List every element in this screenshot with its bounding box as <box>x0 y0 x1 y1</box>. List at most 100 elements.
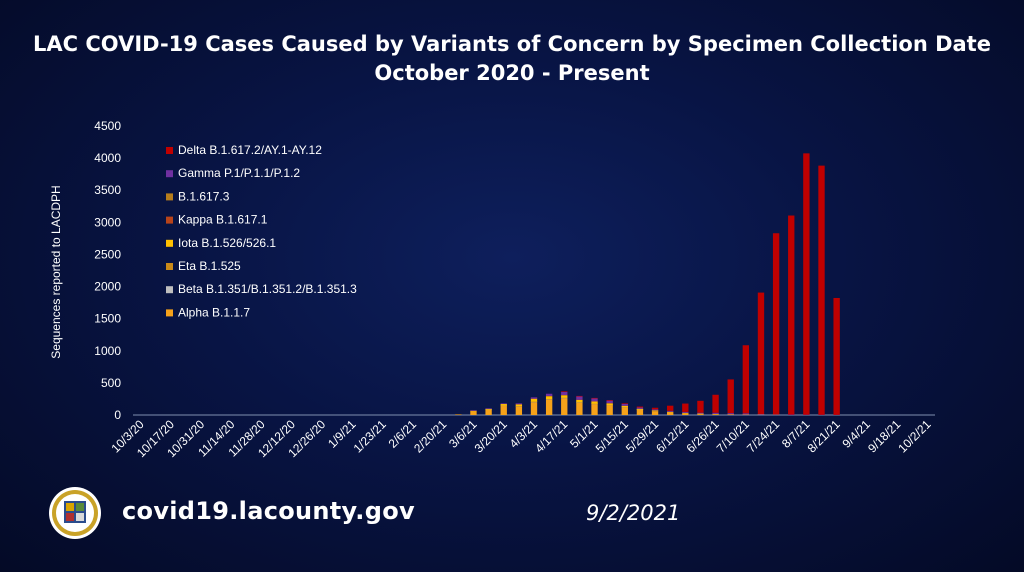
bar-segment-7 <box>667 405 674 411</box>
bar-segment-0 <box>727 414 734 415</box>
bar-segment-0 <box>545 399 553 415</box>
x-tick-label: 7/24/21 <box>744 417 782 455</box>
bar-segment-6 <box>576 396 583 400</box>
x-tick-label: 1/23/21 <box>351 417 389 455</box>
bar-segment-0 <box>576 402 583 415</box>
bar-segment-0 <box>606 405 613 415</box>
bar-segment-0 <box>682 413 689 415</box>
bar-segment-3 <box>485 408 492 410</box>
bar-segment-0 <box>591 404 598 415</box>
legend-swatch <box>166 216 173 224</box>
legend-swatch <box>166 309 173 317</box>
footer-url: covid19.lacounty.gov <box>122 497 415 525</box>
bar-segment-3 <box>621 405 628 408</box>
y-tick-label: 3500 <box>94 183 121 197</box>
bar-segment-6 <box>500 403 507 405</box>
bar-segment-7 <box>788 215 795 415</box>
bar-segment-0 <box>455 414 462 415</box>
bar-segment-6 <box>530 397 538 399</box>
bar-segment-3 <box>667 411 674 413</box>
bar-segment-6 <box>591 398 598 402</box>
bar-segment-0 <box>515 406 523 415</box>
bar-segment-3 <box>636 408 644 410</box>
bar-segment-3 <box>576 399 583 403</box>
legend-label: Alpha B.1.1.7 <box>178 305 250 319</box>
y-tick-label: 500 <box>101 376 121 390</box>
chart-title-line2: October 2020 - Present <box>374 61 650 85</box>
bar-segment-2 <box>561 397 568 399</box>
x-tick-label: 5/15/21 <box>593 417 631 455</box>
bar-segment-7 <box>651 407 659 410</box>
bar-segment-6 <box>621 403 628 406</box>
bar-segment-3 <box>606 403 613 406</box>
stacked-bar-chart: Sequences reported to LACDPH 0 500 1000 1500… <box>94 119 935 455</box>
bar-segment-0 <box>712 414 719 415</box>
bar-segment-6 <box>667 410 674 412</box>
legend-swatch <box>166 193 173 201</box>
legend-swatch <box>166 286 173 294</box>
bar-segment-3 <box>591 401 598 404</box>
bar-segment-3 <box>697 413 704 415</box>
x-tick-label: 6/12/21 <box>653 417 691 455</box>
y-tick-label: 1500 <box>94 312 121 326</box>
legend-swatch <box>166 147 173 154</box>
bar-segment-6 <box>485 408 492 409</box>
bar-segment-0 <box>485 409 492 415</box>
x-tick-label: 3/20/21 <box>472 417 510 455</box>
bar-segment-0 <box>667 412 674 415</box>
bar-segment-0 <box>561 398 568 415</box>
y-tick-label: 1000 <box>94 344 121 358</box>
bar-segment-6 <box>470 410 477 411</box>
bar-segment-3 <box>500 404 507 406</box>
bar-segment-6 <box>606 400 613 404</box>
legend-swatch <box>166 239 173 247</box>
bar-segment-6 <box>788 414 795 415</box>
x-tick-label: 10/2/21 <box>895 417 933 455</box>
bar-segment-3 <box>530 398 538 402</box>
bar-segment-3 <box>561 395 568 398</box>
bar-segment-6 <box>515 403 523 405</box>
x-tick-label: 9/18/21 <box>865 417 903 455</box>
bar-segment-2 <box>530 401 538 402</box>
y-tick-label: 3000 <box>94 215 121 229</box>
legend-swatch <box>166 170 173 178</box>
bar-segment-7 <box>606 400 613 401</box>
footer-date: 9/2/2021 <box>586 501 681 525</box>
x-tick-label: 7/10/21 <box>714 417 752 455</box>
bar-segment-0 <box>651 411 659 415</box>
bar-segment-0 <box>697 414 704 415</box>
legend-label: Eta B.1.525 <box>178 259 241 273</box>
bar-segment-7 <box>772 233 780 415</box>
bar-segment-6 <box>545 393 553 396</box>
bar-segment-2 <box>545 398 553 400</box>
bar-segment-0 <box>636 409 644 415</box>
y-tick-label: 4000 <box>94 151 121 165</box>
bar-segment-7 <box>682 403 689 412</box>
bar-segment-3 <box>712 413 719 415</box>
bar-segment-6 <box>742 413 750 415</box>
bar-segment-6 <box>682 411 689 413</box>
legend-swatch <box>166 263 173 270</box>
bar-segment-6 <box>561 391 568 396</box>
bar-segment-0 <box>500 406 507 415</box>
x-tick-label: 6/26/21 <box>683 417 721 455</box>
bar-segment-6 <box>757 413 765 415</box>
legend-label: Delta B.1.617.2/AY.1-AY.12 <box>178 143 322 157</box>
y-tick-label: 4500 <box>94 119 121 133</box>
bar-segment-6 <box>727 413 734 415</box>
bar-segment-7 <box>727 379 734 414</box>
legend-label: Kappa B.1.617.1 <box>178 213 268 227</box>
chart-title-line1: LAC COVID-19 Cases Caused by Variants of… <box>33 32 991 56</box>
bar-segment-6 <box>772 414 780 415</box>
x-tick-label: 4/17/21 <box>532 417 570 455</box>
county-seal-icon <box>49 487 101 539</box>
bar-segment-7 <box>742 345 750 414</box>
bar-segment-6 <box>697 412 704 414</box>
legend-label: Gamma P.1/P.1.1/P.1.2 <box>178 166 300 180</box>
bar-segment-6 <box>636 407 644 409</box>
bar-segment-7 <box>818 165 825 415</box>
bar-segment-7 <box>591 397 598 399</box>
bar-segment-3 <box>545 396 553 400</box>
bar-segment-3 <box>682 412 689 414</box>
x-tick-label: 8/21/21 <box>805 417 843 455</box>
